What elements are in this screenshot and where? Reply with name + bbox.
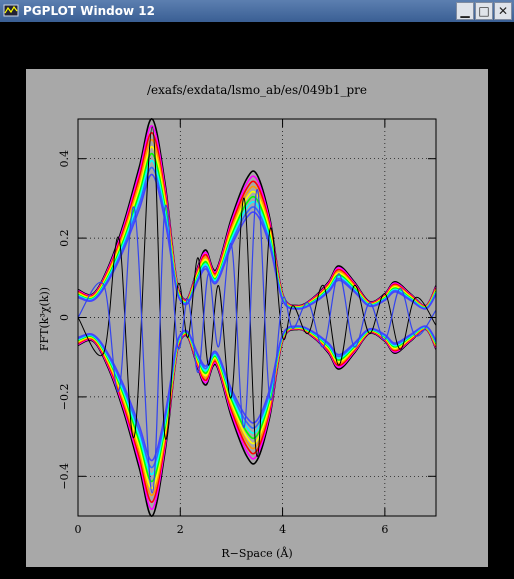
app-icon xyxy=(3,4,19,17)
y-axis-label: FFT(k³χ(k)) xyxy=(38,287,51,351)
axis-ticks: 0 2 4 6 −0.4 −0.2 0 0.2 0.4 xyxy=(58,119,436,536)
y-tick-label: 0 xyxy=(58,314,71,321)
minimize-button[interactable]: ▁ xyxy=(456,2,474,20)
x-tick-label: 2 xyxy=(177,523,184,536)
magnitude-curve-upper xyxy=(77,173,437,310)
x-tick-label: 6 xyxy=(381,523,388,536)
y-tick-label: −0.4 xyxy=(58,463,71,490)
maximize-button[interactable]: □ xyxy=(475,2,493,20)
imag-part-curve xyxy=(77,189,437,494)
x-tick-label: 0 xyxy=(75,523,82,536)
y-tick-label: 0.2 xyxy=(58,229,71,247)
plot-panel: 0 2 4 6 −0.4 −0.2 0 0.2 0.4 /exafs/exdata/lsmo_a… xyxy=(26,69,488,567)
x-tick-label: 4 xyxy=(279,523,286,536)
x-axis-label: R−Space (Å) xyxy=(221,546,292,560)
spectra-curves xyxy=(77,118,437,517)
window-title: PGPLOT Window 12 xyxy=(23,4,155,18)
plot-title: /exafs/exdata/lsmo_ab/es/049b1_pre xyxy=(147,83,367,97)
y-tick-label: 0.4 xyxy=(58,150,71,168)
magnitude-curve-lower xyxy=(77,326,437,476)
plot-canvas[interactable]: 0 2 4 6 −0.4 −0.2 0 0.2 0.4 /exafs/exdata/lsmo_a… xyxy=(0,22,514,579)
real-part-curve xyxy=(77,126,437,457)
magnitude-curve-upper xyxy=(77,159,437,309)
window-titlebar[interactable]: PGPLOT Window 12 ▁ □ ✕ xyxy=(0,0,514,22)
y-tick-label: −0.2 xyxy=(58,384,71,411)
close-button[interactable]: ✕ xyxy=(494,2,512,20)
chart-svg: 0 2 4 6 −0.4 −0.2 0 0.2 0.4 /exafs/exdata/lsmo_a… xyxy=(38,83,437,560)
